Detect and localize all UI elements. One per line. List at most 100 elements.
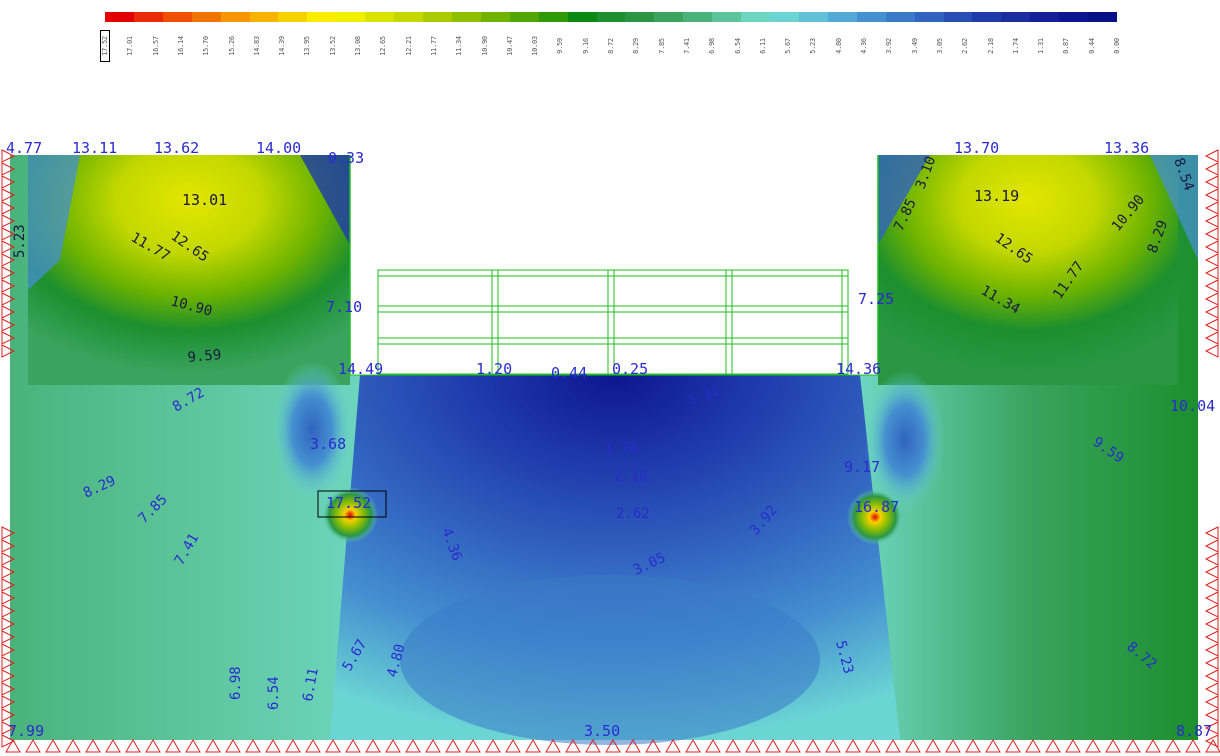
legend-swatch	[451, 12, 482, 22]
legend-swatch	[133, 12, 164, 22]
support-symbol	[1204, 552, 1219, 566]
label-lz-6-11: 6.11	[300, 667, 322, 703]
support-symbol	[1204, 669, 1219, 683]
support-symbol	[1, 266, 16, 280]
support-symbol	[425, 739, 441, 753]
support-symbol	[405, 739, 421, 753]
support-symbol	[105, 739, 121, 753]
legend-swatch	[249, 12, 279, 22]
legend-swatch	[105, 12, 135, 22]
support-symbol	[1, 539, 16, 553]
support-symbol	[1, 591, 16, 605]
label-cz-2-18: 2.18	[614, 469, 648, 485]
support-symbol	[165, 739, 181, 753]
support-symbol	[705, 739, 721, 753]
label-right-edge: 10.04	[1170, 397, 1215, 415]
legend-swatch	[683, 12, 713, 22]
support-symbol	[1, 617, 16, 631]
support-symbol	[1185, 739, 1201, 753]
right-corner-low-zone	[1150, 155, 1198, 260]
support-symbol	[1, 552, 16, 566]
support-symbol	[1, 734, 16, 748]
label-top-l1: 13.11	[72, 139, 117, 157]
support-symbol	[1, 201, 16, 215]
legend-swatch	[1088, 12, 1118, 22]
left-wall-low-zone	[300, 155, 350, 245]
legend-swatch	[712, 12, 742, 22]
label-right-peak: 16.87	[854, 498, 899, 516]
right-anchor-low-zone	[865, 370, 945, 510]
support-symbol	[1, 565, 16, 579]
support-symbol	[1, 331, 16, 345]
label-cz-1-74: 1.74	[604, 441, 638, 457]
label-lz-9-59: 9.59	[187, 347, 222, 366]
support-symbol	[1204, 305, 1219, 319]
label-bottom-mid: 3.50	[584, 722, 620, 740]
support-symbol	[1204, 721, 1219, 735]
support-symbol	[505, 739, 521, 753]
left-corner-low-zone	[28, 155, 80, 290]
label-left-anchor: 3.68	[310, 435, 346, 453]
label-top-l2: 13.62	[154, 139, 199, 157]
support-symbol	[585, 739, 601, 753]
support-symbol	[265, 739, 281, 753]
legend-swatch	[162, 12, 193, 22]
support-symbol	[1204, 188, 1219, 202]
label-bottom-right: 8.87	[1176, 722, 1212, 740]
support-symbol	[1204, 526, 1219, 540]
support-symbol	[1204, 253, 1219, 267]
support-symbol	[1, 630, 16, 644]
support-symbol	[1205, 739, 1220, 753]
support-symbol	[1, 344, 16, 358]
support-symbol	[1204, 591, 1219, 605]
support-symbol	[1085, 739, 1101, 753]
support-symbol	[1204, 643, 1219, 657]
support-symbol	[1065, 739, 1081, 753]
support-symbol	[1204, 682, 1219, 696]
legend-swatch	[1030, 12, 1060, 22]
strut-frame	[377, 269, 849, 375]
support-symbol	[1, 279, 16, 293]
support-symbol	[1204, 292, 1219, 306]
support-symbol	[1, 188, 16, 202]
support-symbol	[1, 253, 16, 267]
support-symbol	[1, 214, 16, 228]
support-symbol	[665, 739, 681, 753]
support-symbol	[965, 739, 981, 753]
label-exc-3: 0.25	[612, 360, 648, 378]
support-symbol	[685, 739, 701, 753]
support-symbol	[1204, 279, 1219, 293]
support-symbol	[545, 739, 561, 753]
legend-swatch	[856, 12, 887, 22]
support-symbol	[365, 739, 381, 753]
right-anchor-peak	[847, 489, 903, 545]
legend-swatch	[336, 12, 366, 22]
color-scale-legend: 17.52 17.01 16.57 16.14 15.70 15.26 14.83 14.39…	[100, 12, 1121, 72]
support-symbol	[1, 721, 16, 735]
legend-swatch	[538, 12, 569, 22]
support-symbol	[825, 739, 841, 753]
support-symbol	[205, 739, 221, 753]
support-symbol	[725, 739, 741, 753]
label-lz-6-98: 6.98	[228, 666, 244, 700]
legend-swatch	[423, 12, 453, 22]
label-right-toe: 14.36	[836, 360, 881, 378]
support-symbol	[1, 669, 16, 683]
left-anchor-low-zone	[272, 360, 352, 500]
label-lz-13-01: 13.01	[182, 191, 227, 209]
support-symbol	[305, 739, 321, 753]
label-top-l3: 14.00	[256, 139, 301, 157]
support-symbol	[1204, 227, 1219, 241]
support-symbol	[605, 739, 621, 753]
support-symbol	[1204, 266, 1219, 280]
support-symbol	[445, 739, 461, 753]
support-symbol	[1165, 739, 1181, 753]
support-symbol	[465, 739, 481, 753]
legend-swatch	[307, 12, 337, 22]
support-symbol	[1, 578, 16, 592]
legend-swatch	[741, 12, 771, 22]
support-symbol	[1204, 175, 1219, 189]
label-lz-6-54: 6.54	[266, 676, 282, 710]
support-symbol	[1, 656, 16, 670]
legend-swatch	[567, 12, 598, 22]
